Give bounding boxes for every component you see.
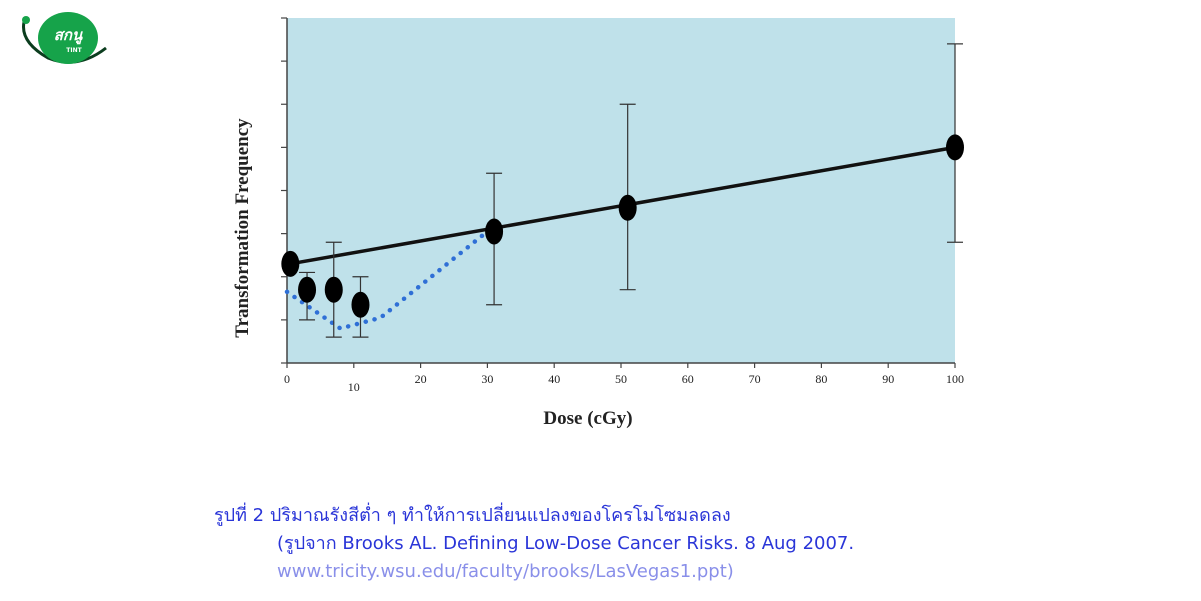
x-tick-label: 100 <box>946 372 964 386</box>
data-point <box>946 134 964 161</box>
dose-response-chart: 0 10 20 30 40 50 60 70 80 90 100 Transformation Fr… <box>232 17 964 429</box>
x-tick-label: 80 <box>815 372 827 386</box>
data-point <box>485 218 504 245</box>
caption-line-3: www.tricity.wsu.edu/faculty/brooks/LasVe… <box>277 561 734 582</box>
data-point <box>298 276 317 303</box>
x-axis-title: Dose (cGy) <box>543 408 632 429</box>
plot-area <box>287 18 955 363</box>
x-tick-label: 70 <box>749 372 761 386</box>
caption-line-2: (รูปจาก Brooks AL. Defining Low-Dose Can… <box>277 533 855 554</box>
data-point <box>281 250 300 277</box>
x-tick-label: 90 <box>882 372 894 386</box>
logo-text: สกนู <box>54 26 83 45</box>
logo-dot <box>22 16 30 24</box>
dotted-curve <box>284 229 490 331</box>
logo-globe <box>38 12 98 64</box>
x-tick-label: 40 <box>548 372 560 386</box>
data-point <box>618 194 637 221</box>
caption-line-1: รูปที่ 2 ปริมาณรังสีต่ำ ๆ ทำให้การเปลี่ย… <box>214 505 731 526</box>
x-tick-label: 10 <box>348 380 360 394</box>
data-point <box>351 291 370 318</box>
x-tick-label: 50 <box>615 372 627 386</box>
x-tick-label: 30 <box>481 372 493 386</box>
logo-subtext: TINT <box>66 47 82 54</box>
tint-logo: สกนู TINT <box>22 12 107 64</box>
x-tick-label: 60 <box>682 372 694 386</box>
figure-caption: รูปที่ 2 ปริมาณรังสีต่ำ ๆ ทำให้การเปลี่ย… <box>214 502 1014 586</box>
y-axis-title: Transformation Frequency <box>232 118 253 338</box>
x-tick-label: 20 <box>415 372 427 386</box>
x-tick-label: 0 <box>284 372 290 386</box>
data-point <box>324 276 343 303</box>
logo-swoosh <box>22 21 107 64</box>
